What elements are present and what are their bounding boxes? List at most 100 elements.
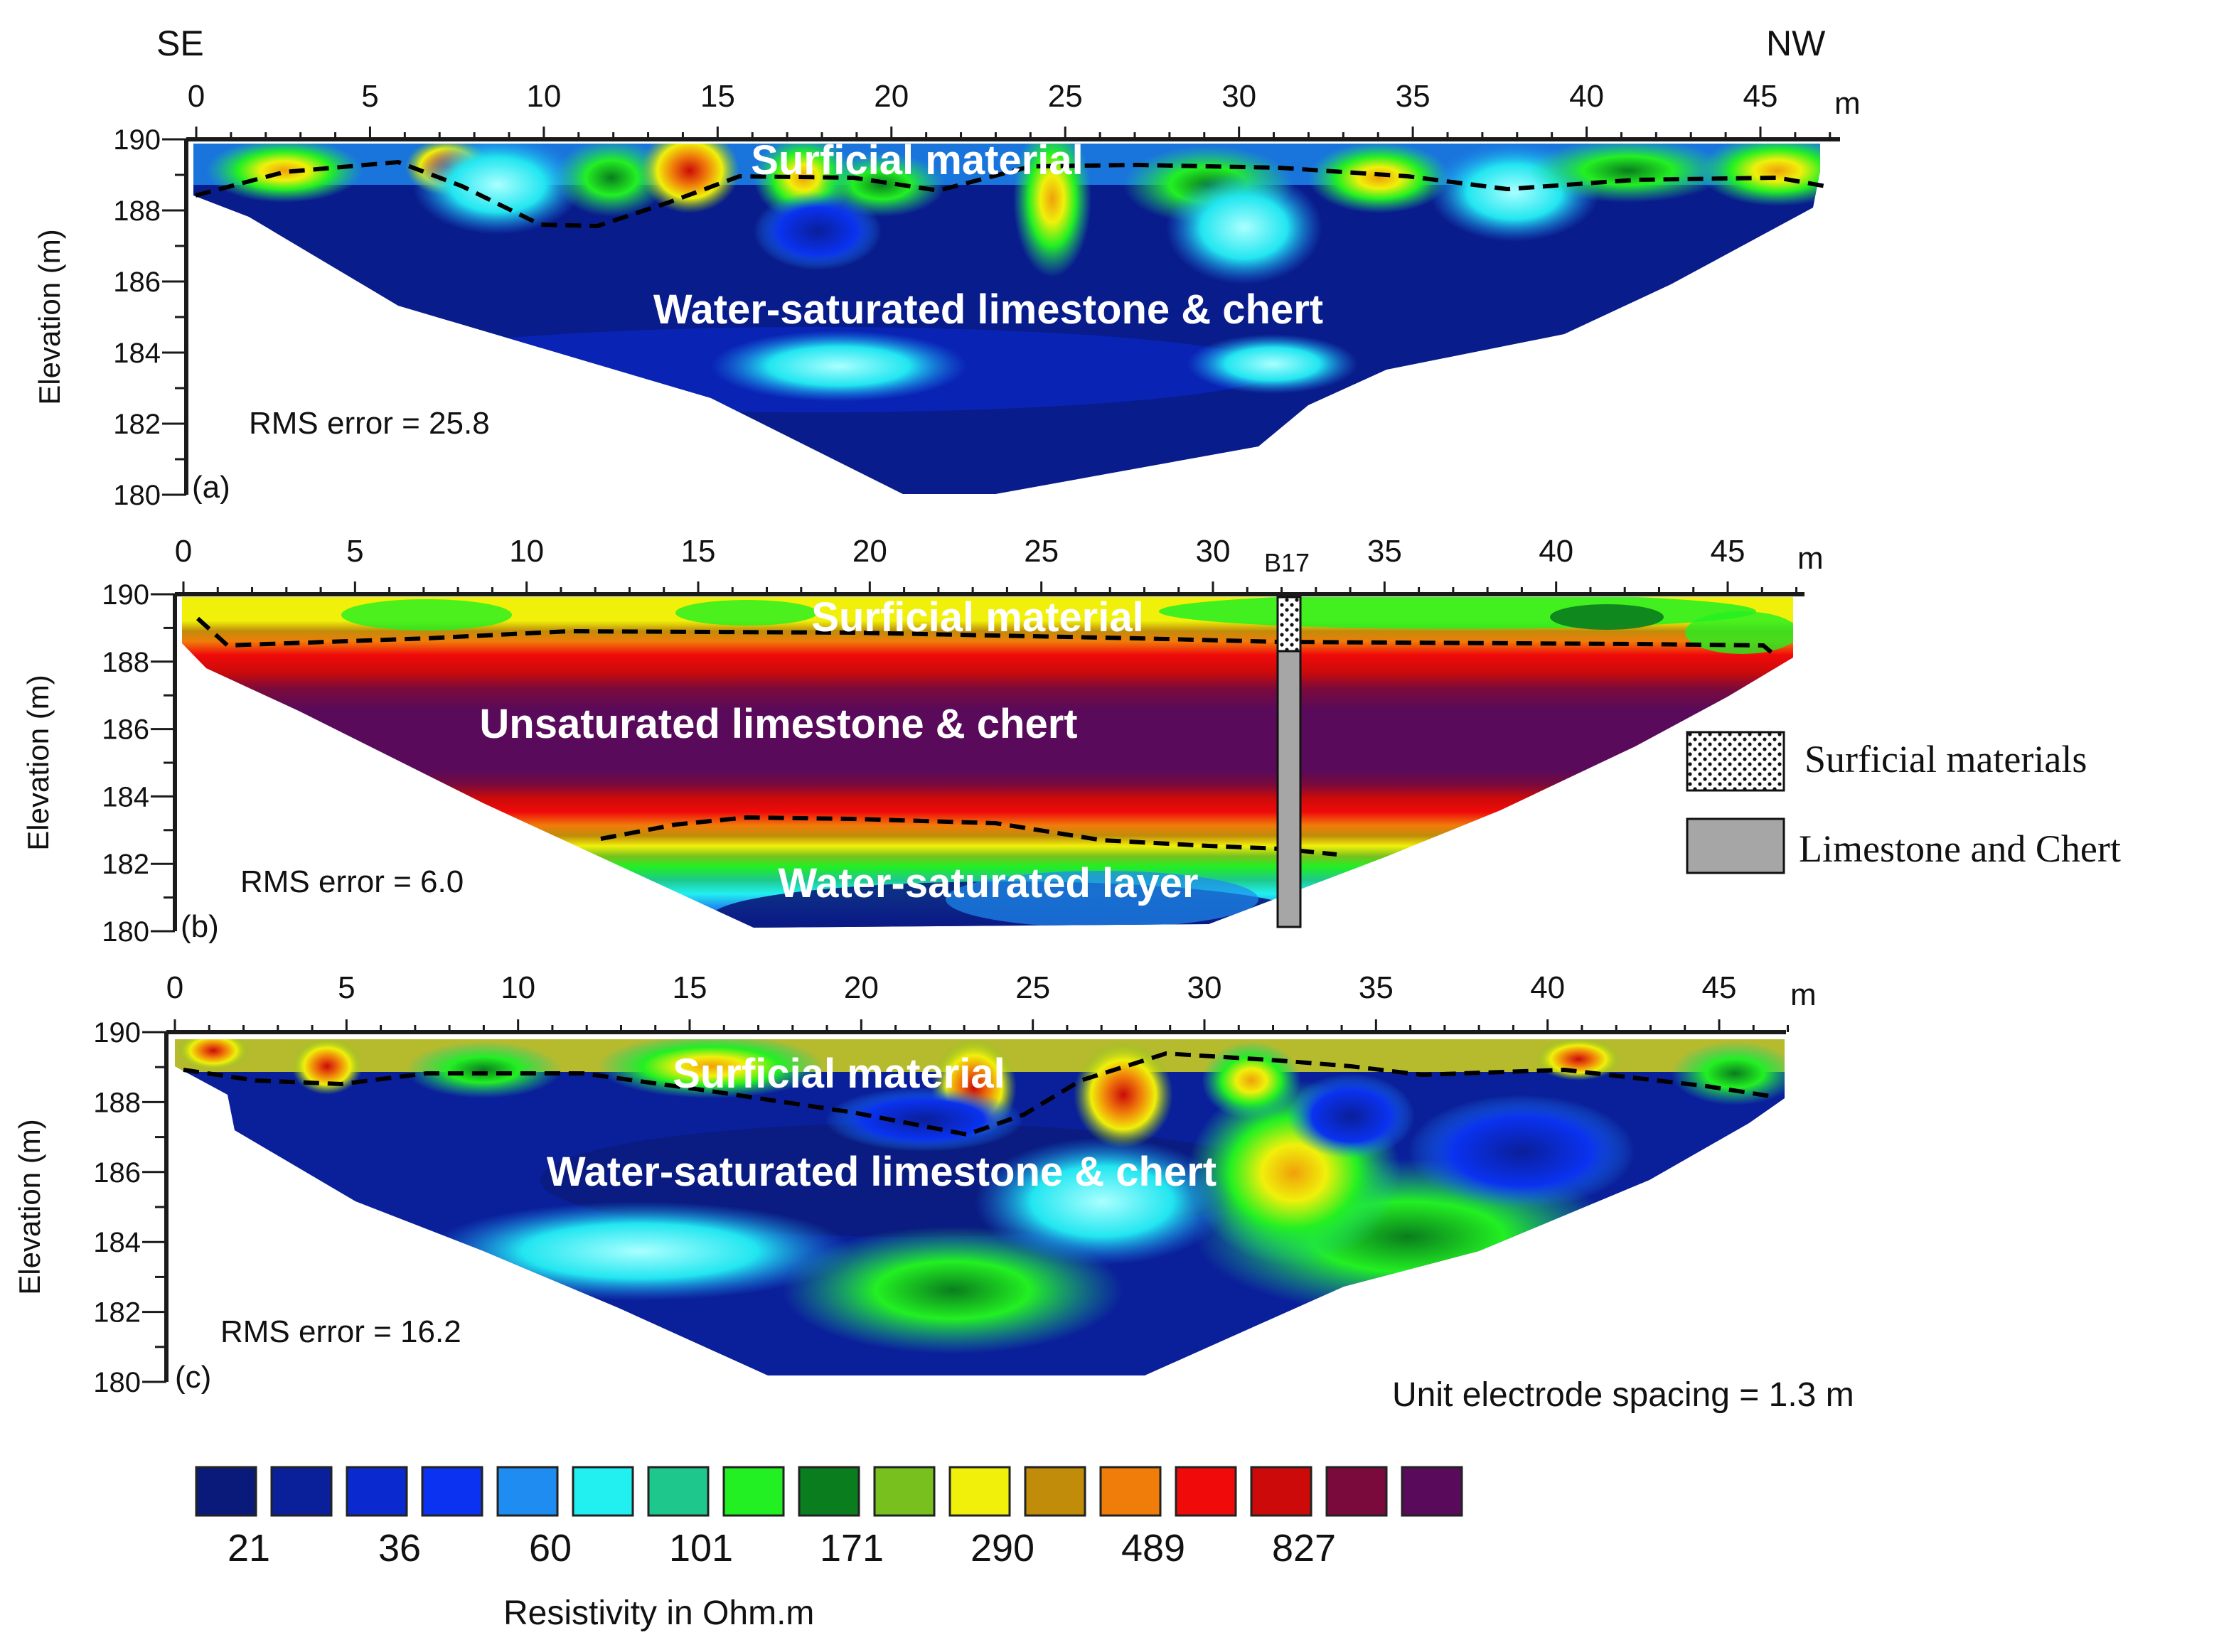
- panel-c-main-label: Water-saturated limestone & chert: [547, 1149, 1217, 1195]
- panel-b-bottom-label: Water-saturated layer: [779, 860, 1199, 906]
- color-scale-swatch: [1099, 1466, 1162, 1517]
- x-unit-label: m: [1834, 86, 1861, 121]
- color-scale-swatch: [496, 1466, 559, 1517]
- panel-a-boundary-line: [195, 159, 1827, 229]
- y-axis-title: Elevation (m): [21, 675, 55, 850]
- y-tick-label: 186: [93, 1157, 141, 1189]
- panel-b-rms-label: RMS error = 6.0: [240, 864, 464, 899]
- y-tick-label: 180: [93, 1367, 141, 1398]
- color-scale-swatch: [1325, 1466, 1388, 1517]
- panel-a-rms-label: RMS error = 25.8: [249, 406, 490, 441]
- y-tick-label: 184: [113, 338, 161, 369]
- color-scale-swatch: [1250, 1466, 1312, 1517]
- panel-a-top-label: Surficial material: [751, 137, 1083, 183]
- panel-b-panel-label: (b): [181, 909, 219, 944]
- x-tick-label: 35: [1396, 79, 1431, 114]
- x-tick-label: 0: [175, 534, 192, 569]
- y-tick-label: 190: [113, 124, 161, 156]
- y-axis-title: Elevation (m): [13, 1119, 46, 1294]
- y-tick-label: 190: [93, 1017, 141, 1048]
- x-tick-label: 45: [1711, 534, 1745, 569]
- color-scale-label: 489: [1121, 1527, 1185, 1570]
- color-scale-swatch: [722, 1466, 785, 1517]
- borehole-b17-label: B17: [1264, 548, 1310, 577]
- color-scale-swatch: [195, 1466, 257, 1517]
- color-scale-swatch: [1175, 1466, 1237, 1517]
- panel-a-panel-label: (a): [192, 470, 230, 505]
- color-scale-title: Resistivity in Ohm.m: [503, 1594, 814, 1632]
- color-scale-label: 827: [1272, 1527, 1336, 1570]
- x-tick-label: 20: [874, 79, 909, 114]
- color-scale-label: 290: [971, 1527, 1034, 1570]
- y-tick-label: 182: [93, 1297, 141, 1329]
- x-tick-label: 40: [1569, 79, 1604, 114]
- y-tick-label: 180: [102, 916, 149, 948]
- x-tick-label: 10: [526, 79, 561, 114]
- panel-b-y-axis: 190 188 186 184 182 180 Elevation (m): [21, 579, 177, 948]
- panel-b-top-label: Surficial material: [811, 594, 1143, 640]
- x-tick-label: 35: [1367, 534, 1402, 569]
- x-tick-label: 10: [509, 534, 544, 569]
- panel-c: Surficial material Water-saturated limes…: [13, 970, 1817, 1398]
- legend-surficial-label: Surficial materials: [1804, 738, 2087, 781]
- y-tick-label: 190: [102, 579, 149, 611]
- panel-b-upper-boundary-line: [196, 616, 1779, 660]
- borehole-legend: Surficial materials Limestone and Chert: [1686, 731, 2121, 874]
- x-tick-label: 45: [1702, 970, 1737, 1005]
- legend-surficial-swatch: [1686, 731, 1785, 792]
- x-tick-label: 30: [1187, 970, 1222, 1005]
- color-scale-swatch: [873, 1466, 936, 1517]
- color-scale-swatch: [647, 1466, 710, 1517]
- x-tick-label: 30: [1221, 79, 1256, 114]
- direction-nw-label: NW: [1766, 23, 1826, 63]
- x-tick-label: 25: [1015, 970, 1050, 1005]
- y-tick-label: 184: [93, 1227, 141, 1258]
- x-tick-label: 15: [700, 79, 735, 114]
- y-tick-label: 182: [113, 409, 161, 440]
- y-tick-label: 188: [113, 195, 161, 227]
- legend-limestone-swatch: [1686, 817, 1785, 874]
- color-scale-swatch: [798, 1466, 860, 1517]
- color-scale-swatch: [346, 1466, 408, 1517]
- panel-a-section: [193, 144, 1820, 494]
- panel-c-rms-label: RMS error = 16.2: [220, 1314, 461, 1349]
- x-tick-label: 20: [844, 970, 879, 1005]
- x-tick-label: 30: [1196, 534, 1231, 569]
- x-tick-label: 5: [361, 79, 378, 114]
- y-tick-label: 188: [102, 647, 149, 678]
- y-tick-label: 180: [113, 480, 161, 511]
- x-unit-label: m: [1790, 977, 1817, 1012]
- panel-a-main-label: Water-saturated limestone & chert: [653, 286, 1323, 333]
- color-scale: 21 36 60 101 171 290 489 827: [195, 1466, 1463, 1570]
- color-scale-swatch: [572, 1466, 634, 1517]
- x-tick-label: 15: [673, 970, 707, 1005]
- x-tick-label: 40: [1539, 534, 1573, 569]
- panel-c-boundary-line: [183, 1051, 1771, 1137]
- color-scale-swatch: [1401, 1466, 1463, 1517]
- color-scale-label: 36: [378, 1527, 421, 1570]
- panel-b-lower-boundary-line: [600, 815, 1337, 857]
- color-scale-swatch: [421, 1466, 483, 1517]
- color-scale-label: 171: [820, 1527, 884, 1570]
- x-tick-label: 35: [1359, 970, 1394, 1005]
- y-tick-label: 184: [102, 781, 149, 812]
- x-tick-label: 0: [188, 79, 205, 114]
- color-scale-label: 21: [228, 1527, 270, 1570]
- x-tick-label: 20: [852, 534, 887, 569]
- panel-a: Surficial material Water-saturated limes…: [33, 79, 1861, 511]
- color-scale-label: 60: [529, 1527, 572, 1570]
- x-tick-label: 25: [1024, 534, 1059, 569]
- y-tick-label: 186: [102, 714, 149, 746]
- panel-c-top-label: Surficial material: [673, 1051, 1005, 1097]
- x-tick-label: 10: [501, 970, 535, 1005]
- color-scale-swatch: [270, 1466, 333, 1517]
- panel-b: B17 Surficial material Unsaturated limes…: [21, 534, 1824, 948]
- direction-se-label: SE: [156, 23, 204, 63]
- y-axis-title: Elevation (m): [33, 229, 66, 404]
- y-tick-label: 186: [113, 267, 161, 298]
- y-tick-label: 182: [102, 849, 149, 880]
- x-unit-label: m: [1797, 541, 1824, 576]
- borehole-b17: [1276, 596, 1302, 928]
- panel-c-panel-label: (c): [175, 1360, 211, 1395]
